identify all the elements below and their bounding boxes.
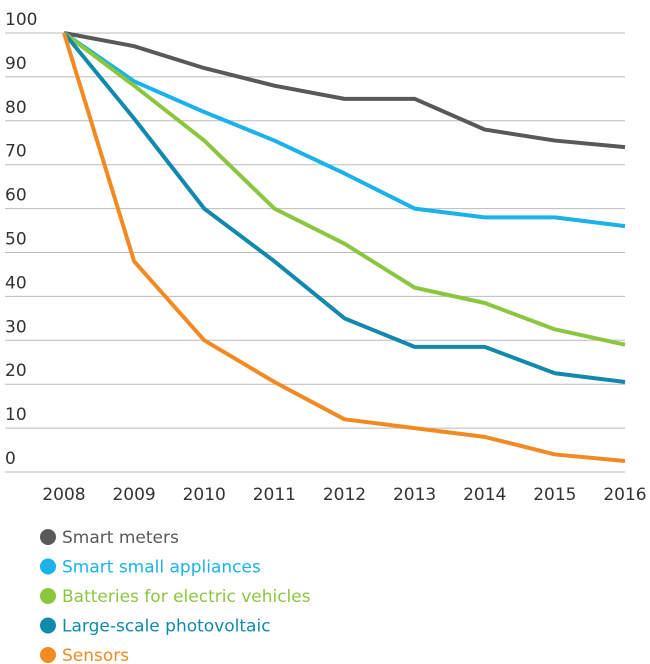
legend-label: Smart meters: [62, 528, 179, 548]
y-tick-label: 70: [5, 142, 27, 162]
legend-swatch: [40, 588, 56, 604]
x-tick-label: 2013: [393, 485, 436, 505]
legend-swatch: [40, 529, 56, 545]
series-line: [62, 32, 626, 464]
x-tick-label: 2008: [42, 485, 85, 505]
series-line: [62, 31, 626, 384]
legend-swatch: [40, 617, 56, 634]
series-line: [62, 31, 626, 229]
legend-label: Large-scale photovoltaic: [62, 617, 271, 637]
legend-label: Batteries for electric vehicles: [62, 587, 311, 607]
x-tick-label: 2012: [323, 485, 366, 505]
y-tick-label: 100: [5, 10, 37, 30]
y-tick-label: 50: [5, 230, 27, 250]
legend-swatch: [40, 647, 56, 663]
series-line: [62, 31, 626, 347]
y-tick-label: 10: [5, 405, 27, 425]
y-tick-label: 80: [5, 98, 27, 118]
legend-label: Sensors: [62, 646, 129, 664]
legend-swatch: [40, 558, 56, 575]
x-tick-label: 2015: [533, 485, 576, 505]
y-tick-label: 30: [5, 317, 27, 337]
legend-label: Smart small appliances: [62, 558, 261, 578]
y-tick-label: 40: [5, 273, 27, 293]
x-tick-label: 2010: [183, 485, 226, 505]
y-tick-label: 0: [5, 449, 16, 469]
x-tick-label: 2016: [603, 485, 646, 505]
x-tick-label: 2014: [463, 485, 506, 505]
y-tick-label: 20: [5, 361, 27, 381]
series-line: [63, 31, 626, 150]
x-tick-label: 2009: [112, 485, 155, 505]
y-tick-label: 60: [5, 186, 27, 206]
y-tick-label: 90: [5, 54, 27, 74]
x-tick-label: 2011: [253, 485, 296, 505]
